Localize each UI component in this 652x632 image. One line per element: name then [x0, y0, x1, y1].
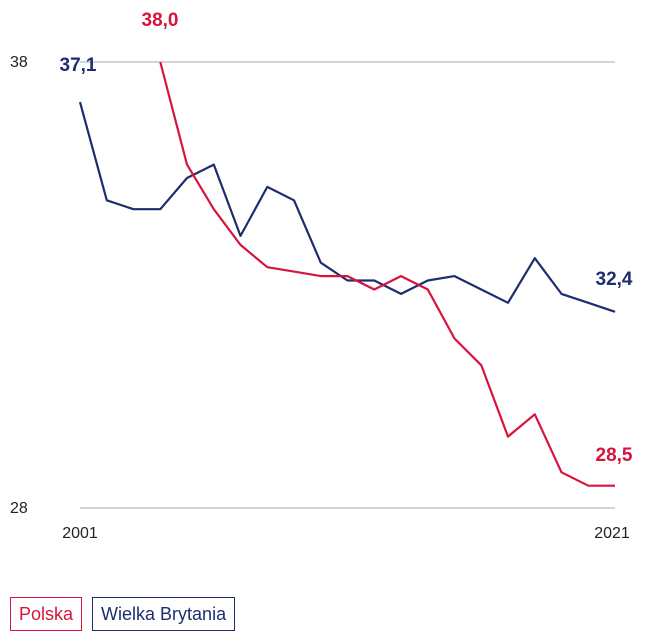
series-line-polska: [159, 61, 615, 487]
legend: Polska Wielka Brytania: [10, 597, 236, 631]
x-tick-end: 2021: [594, 525, 630, 542]
label-wb-end: 32,4: [596, 269, 633, 290]
y-tick-top: 38: [10, 54, 28, 71]
label-polska-end: 28,5: [596, 445, 633, 466]
label-polska-start: 38,0: [142, 10, 179, 31]
legend-item-wielka-brytania: Wielka Brytania: [92, 597, 236, 631]
series-line-wielka-brytania: [78, 101, 616, 313]
line-chart: 38 28 2001 2021 38,0 37,1 32,4 28,5: [10, 10, 633, 542]
legend-item-polska: Polska: [10, 597, 83, 631]
y-tick-bottom: 28: [10, 500, 28, 517]
label-wb-start: 37,1: [60, 55, 97, 76]
x-tick-start: 2001: [62, 525, 98, 542]
